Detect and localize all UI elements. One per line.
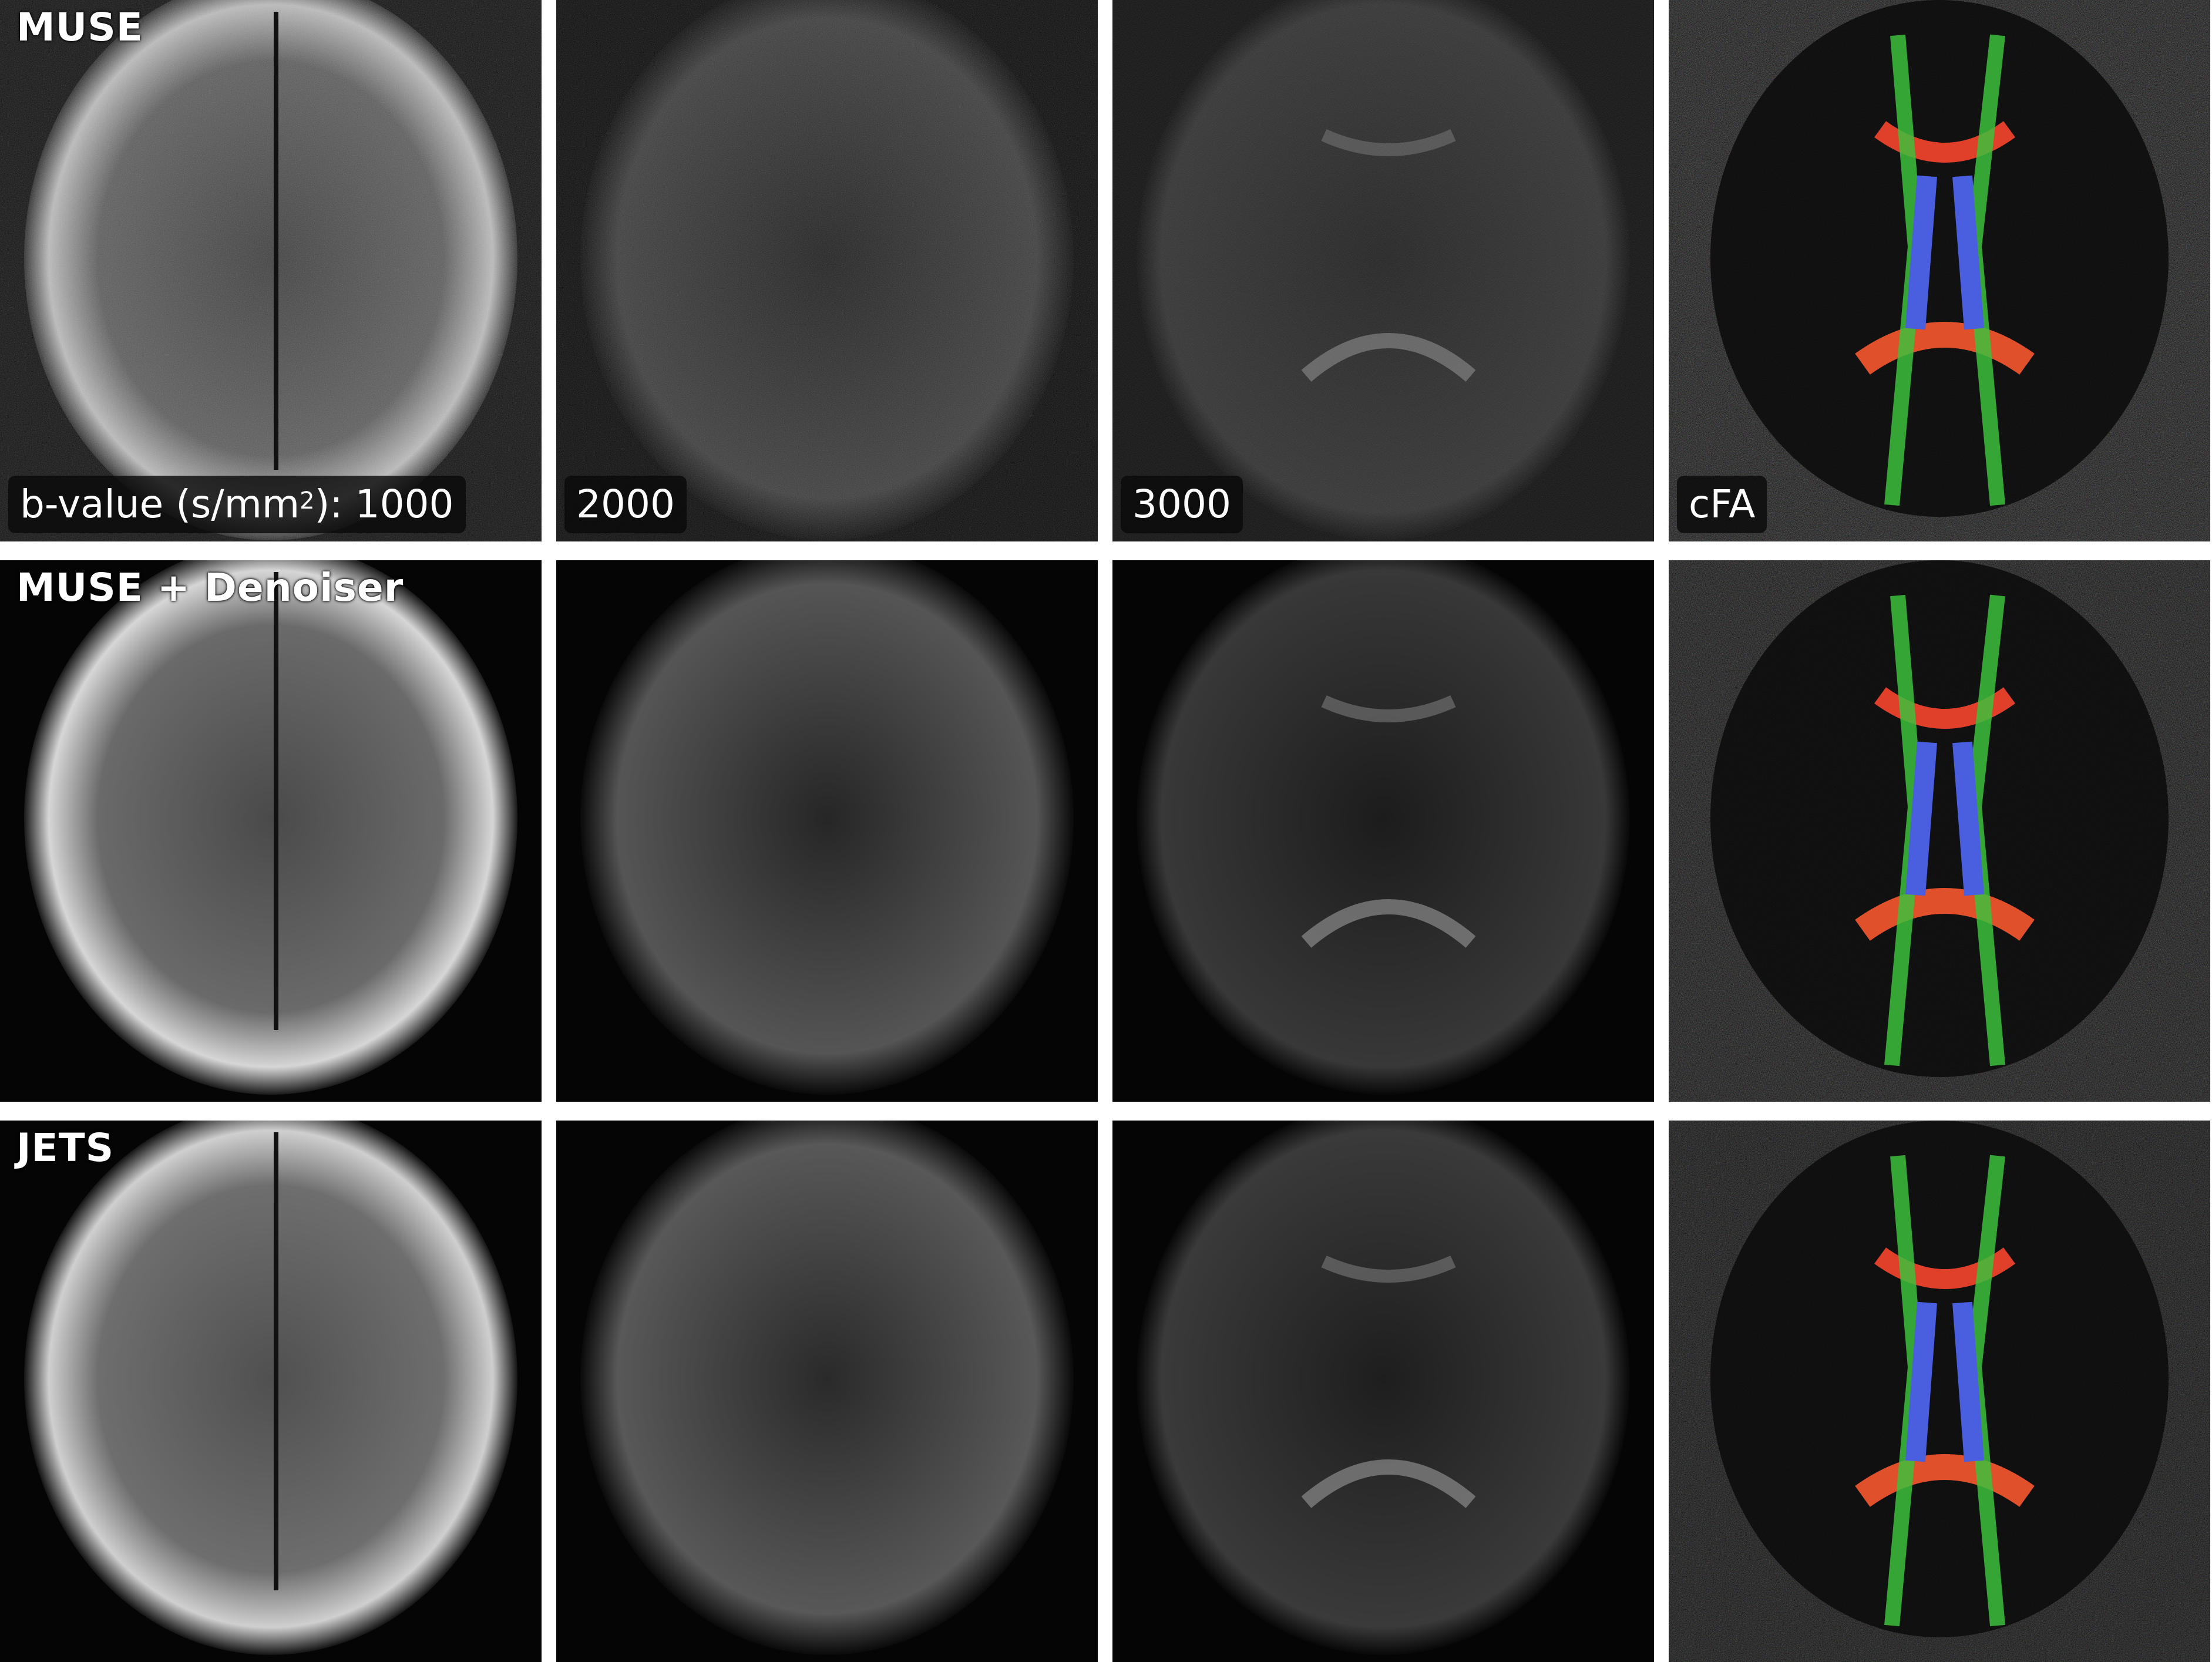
jets-b1000-scan xyxy=(0,1121,542,1662)
muse-cfa-scan xyxy=(1669,0,2210,541)
jets-b2000-scan xyxy=(556,1121,1098,1662)
denoiser-b1000-scan xyxy=(0,560,542,1102)
denoiser-b1000-panel: MUSE + Denoiser xyxy=(0,560,542,1102)
row-label-muse-denoiser: MUSE + Denoiser xyxy=(16,565,404,610)
jets-b3000-scan xyxy=(1112,1121,1654,1662)
b-value-label: b-value (s/mm2): 1000 xyxy=(8,476,466,533)
denoiser-b3000-panel xyxy=(1112,560,1654,1102)
b-value-3000-label: 3000 xyxy=(1121,476,1243,533)
b-value-prefix: b-value (s/mm xyxy=(20,482,300,527)
muse-b3000-scan xyxy=(1112,0,1654,541)
jets-b3000-panel xyxy=(1112,1121,1654,1662)
cfa-label: cFA xyxy=(1677,476,1767,533)
muse-b2000-panel: 2000 xyxy=(556,0,1098,541)
b-value-exponent: 2 xyxy=(300,487,315,514)
denoiser-cfa-scan xyxy=(1669,560,2210,1102)
jets-cfa-panel xyxy=(1669,1121,2210,1662)
muse-b1000-scan xyxy=(0,0,542,541)
jets-b2000-panel xyxy=(556,1121,1098,1662)
row-label-muse: MUSE xyxy=(16,5,143,50)
denoiser-b2000-panel xyxy=(556,560,1098,1102)
muse-b2000-scan xyxy=(556,0,1098,541)
denoiser-b2000-scan xyxy=(556,560,1098,1102)
b-value-2000-label: 2000 xyxy=(564,476,687,533)
muse-cfa-panel: cFA xyxy=(1669,0,2210,541)
muse-b1000-panel: MUSE b-value (s/mm2): 1000 xyxy=(0,0,542,541)
denoiser-b3000-scan xyxy=(1112,560,1654,1102)
muse-b3000-panel: 3000 xyxy=(1112,0,1654,541)
denoiser-cfa-panel xyxy=(1669,560,2210,1102)
jets-cfa-scan xyxy=(1669,1121,2210,1662)
b-value-suffix: ): 1000 xyxy=(314,482,454,527)
jets-b1000-panel: JETS xyxy=(0,1121,542,1662)
row-label-jets: JETS xyxy=(16,1125,115,1170)
